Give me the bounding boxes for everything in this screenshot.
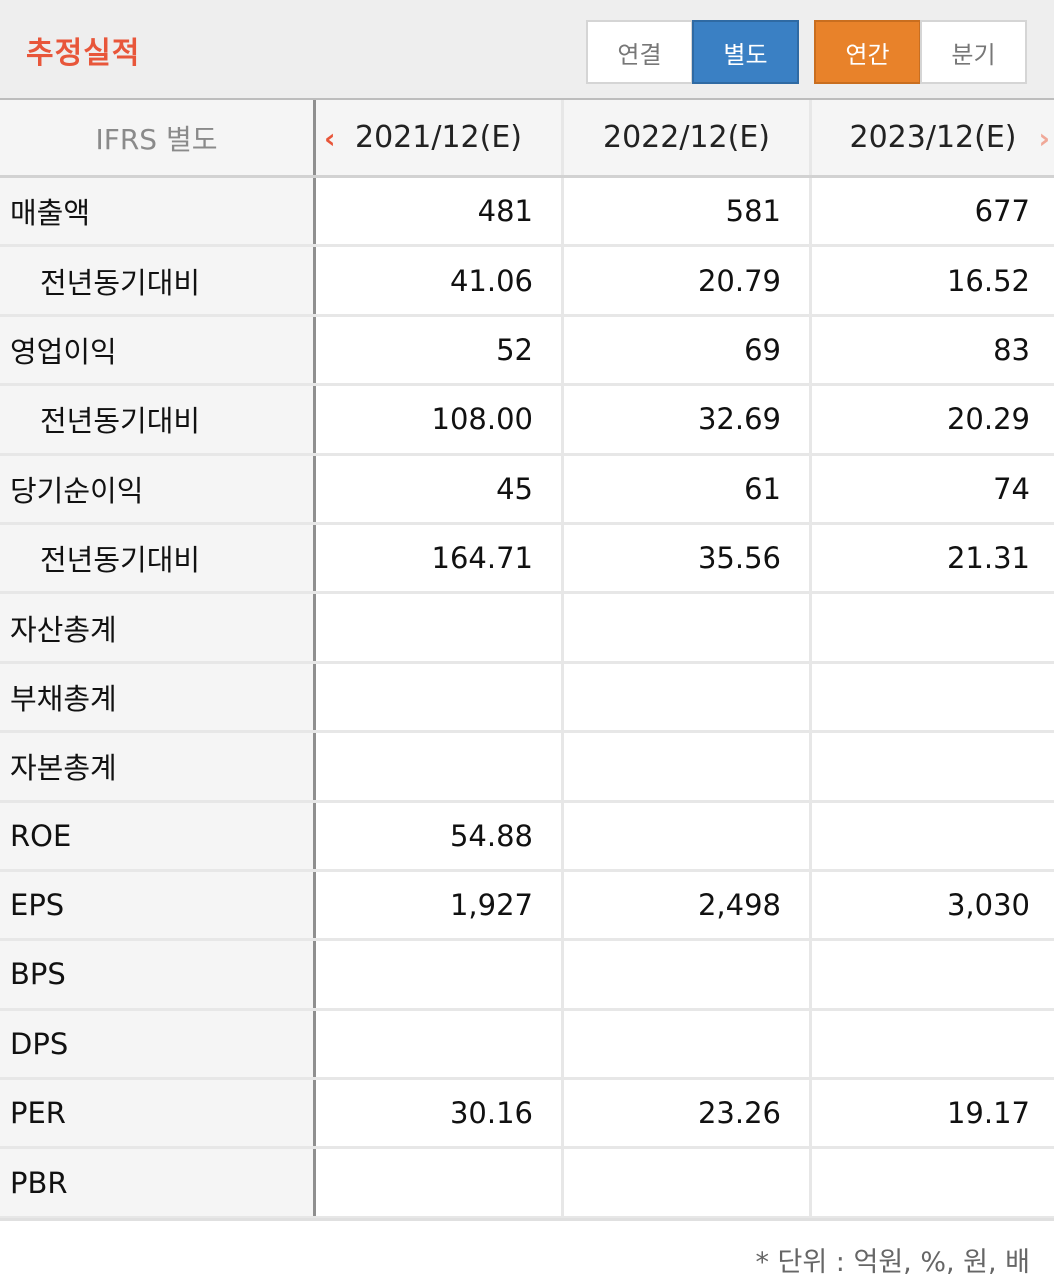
value-cell <box>561 1010 809 1078</box>
consolidated-button[interactable]: 연결 <box>586 20 693 84</box>
table-row: 자본총계 <box>0 733 1054 803</box>
value-cell: 35.56 <box>561 524 809 592</box>
table-row: 전년동기대비 41.06 20.79 16.52 <box>0 247 1054 317</box>
row-label: PER <box>0 1080 313 1147</box>
value-cell <box>809 594 1054 661</box>
value-cell: 83 <box>809 316 1054 384</box>
table-row: 매출액 481 581 677 <box>0 178 1054 248</box>
value-cell: 19.17 <box>809 1080 1054 1147</box>
row-label: BPS <box>0 941 313 1008</box>
period-toggle: 연간 분기 <box>814 20 1027 84</box>
value-cell: 677 <box>809 178 1054 245</box>
row-label: 영업이익 <box>0 316 313 384</box>
chevron-right-icon[interactable]: › <box>1038 122 1050 155</box>
value-cell <box>561 663 809 731</box>
table-row: DPS <box>0 1010 1054 1081</box>
table-row: PBR <box>0 1149 1054 1219</box>
value-cell <box>809 802 1054 869</box>
section-title: 추정실적 <box>26 36 141 71</box>
table-header-row: IFRS 별도 ‹ 2021/12(E) 2022/12(E) 2023/12(… <box>0 100 1054 178</box>
table-row: 영업이익 52 69 83 <box>0 316 1054 387</box>
row-label: 자본총계 <box>0 733 313 800</box>
value-cell <box>809 1149 1054 1216</box>
value-cell: 52 <box>313 316 561 384</box>
value-cell <box>313 733 561 800</box>
header-bar: 추정실적 연결 별도 연간 분기 <box>0 0 1054 100</box>
table-row: 자산총계 <box>0 594 1054 664</box>
unit-note: * 단위 : 억원, %, 원, 배 <box>755 1247 1030 1278</box>
value-cell: 23.26 <box>561 1080 809 1147</box>
value-cell <box>561 594 809 661</box>
separate-button[interactable]: 별도 <box>692 20 799 84</box>
row-label: DPS <box>0 1010 313 1078</box>
value-cell: 481 <box>313 178 561 245</box>
table-row: 부채총계 <box>0 663 1054 734</box>
table-row: EPS 1,927 2,498 3,030 <box>0 871 1054 942</box>
table-bottom-divider <box>0 1218 1054 1221</box>
value-cell <box>809 941 1054 1008</box>
annual-button[interactable]: 연간 <box>814 20 921 84</box>
value-cell <box>313 594 561 661</box>
value-cell: 30.16 <box>313 1080 561 1147</box>
value-cell <box>313 1149 561 1216</box>
value-cell: 3,030 <box>809 871 1054 939</box>
value-cell: 20.79 <box>561 247 809 314</box>
value-cell: 20.29 <box>809 386 1054 453</box>
quarterly-button[interactable]: 분기 <box>920 20 1027 84</box>
column-header-label: 2023/12(E) <box>849 120 1017 155</box>
row-label: 전년동기대비 <box>0 247 313 314</box>
value-cell <box>561 733 809 800</box>
value-cell: 581 <box>561 178 809 245</box>
table-row: PER 30.16 23.26 19.17 <box>0 1080 1054 1150</box>
column-header-label: 2021/12(E) <box>355 120 522 155</box>
value-cell: 164.71 <box>313 524 561 592</box>
value-cell <box>809 663 1054 731</box>
value-cell: 41.06 <box>313 247 561 314</box>
value-cell: 108.00 <box>313 386 561 453</box>
value-cell <box>313 941 561 1008</box>
value-cell <box>313 663 561 731</box>
column-header-2021: ‹ 2021/12(E) <box>313 100 561 175</box>
value-cell: 74 <box>809 455 1054 522</box>
value-cell: 16.52 <box>809 247 1054 314</box>
row-label: EPS <box>0 871 313 939</box>
value-cell: 61 <box>561 455 809 522</box>
value-cell <box>809 1010 1054 1078</box>
value-cell <box>809 733 1054 800</box>
table-row: 전년동기대비 164.71 35.56 21.31 <box>0 524 1054 595</box>
table-row: 당기순이익 45 61 74 <box>0 455 1054 525</box>
row-label: 당기순이익 <box>0 455 313 522</box>
value-cell <box>561 1149 809 1216</box>
value-cell <box>313 1010 561 1078</box>
value-cell <box>561 941 809 1008</box>
value-cell: 32.69 <box>561 386 809 453</box>
table-row: BPS <box>0 941 1054 1011</box>
row-label: 자산총계 <box>0 594 313 661</box>
value-cell: 54.88 <box>313 802 561 869</box>
row-label: 전년동기대비 <box>0 524 313 592</box>
row-label: PBR <box>0 1149 313 1216</box>
row-label: 전년동기대비 <box>0 386 313 453</box>
table-row: 전년동기대비 108.00 32.69 20.29 <box>0 386 1054 456</box>
row-label: 부채총계 <box>0 663 313 731</box>
accounting-standard-label: IFRS 별도 <box>0 100 313 175</box>
consolidation-toggle: 연결 별도 <box>586 20 799 84</box>
value-cell <box>561 802 809 869</box>
row-label: 매출액 <box>0 178 313 245</box>
value-cell: 69 <box>561 316 809 384</box>
value-cell: 45 <box>313 455 561 522</box>
chevron-left-icon[interactable]: ‹ <box>324 122 336 155</box>
estimates-table: IFRS 별도 ‹ 2021/12(E) 2022/12(E) 2023/12(… <box>0 100 1054 1219</box>
value-cell: 2,498 <box>561 871 809 939</box>
value-cell: 1,927 <box>313 871 561 939</box>
value-cell: 21.31 <box>809 524 1054 592</box>
table-row: ROE 54.88 <box>0 802 1054 872</box>
column-header-2022: 2022/12(E) <box>561 100 809 175</box>
column-header-2023: 2023/12(E) › <box>809 100 1054 175</box>
row-label: ROE <box>0 802 313 869</box>
